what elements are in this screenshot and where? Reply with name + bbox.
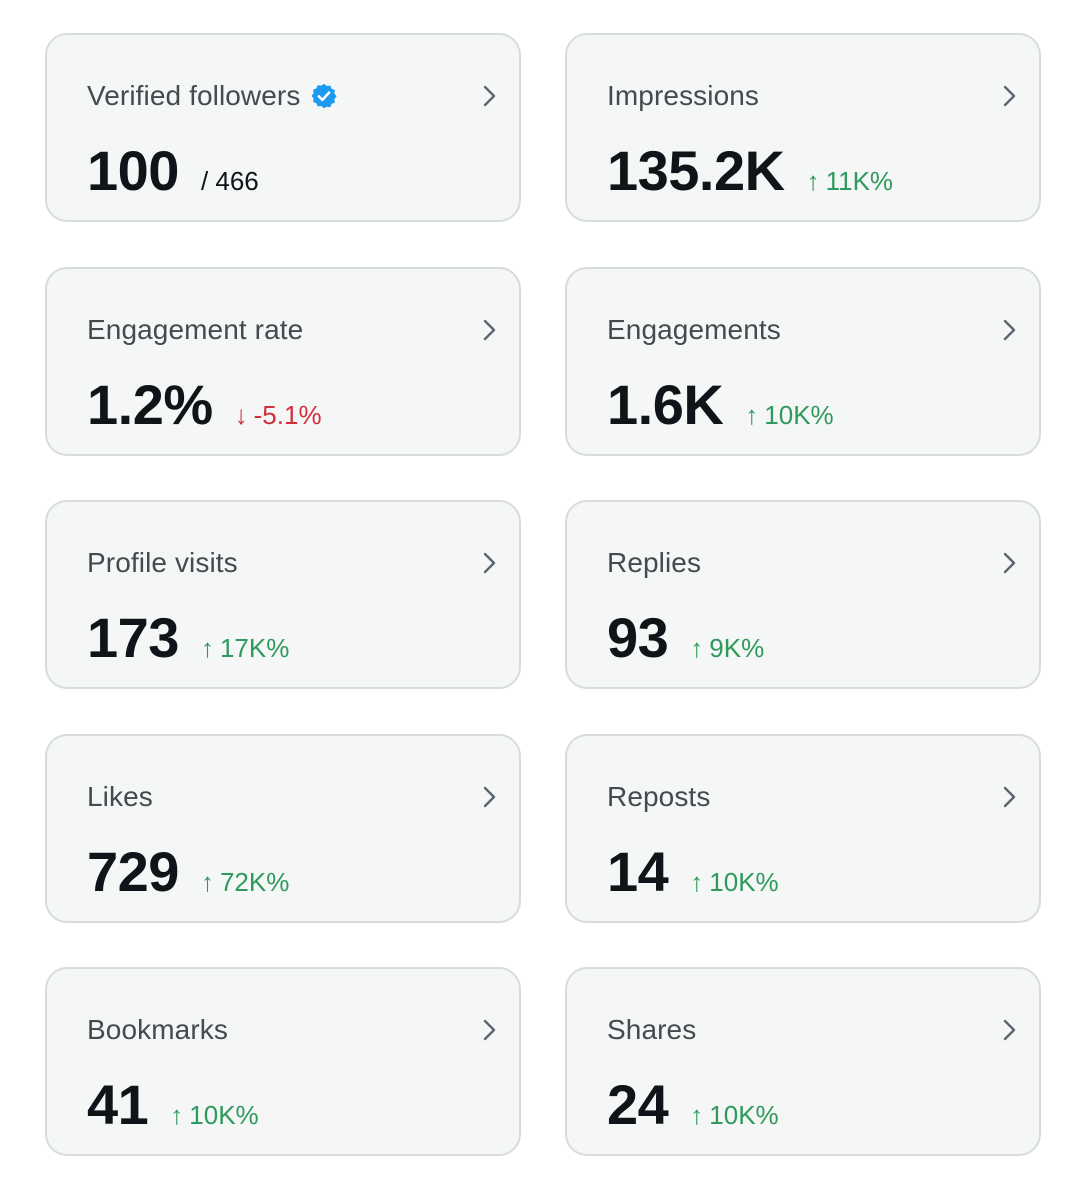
metric-change: ↑ 11K% [807, 166, 893, 197]
metric-change: ↑ 10K% [745, 400, 833, 431]
metric-card-engagement-rate[interactable]: Engagement rate 1.2% ↓ -5.1% [45, 267, 521, 456]
metric-value: 1.2% [87, 373, 213, 436]
metric-change-value: 17K% [219, 633, 290, 663]
metric-change: ↑ 10K% [690, 1100, 778, 1131]
arrow-up-icon: ↑ [690, 1100, 704, 1130]
metric-label: Likes [87, 781, 153, 812]
metric-value: 729 [87, 840, 179, 903]
metric-change: ↑ 9K% [690, 633, 764, 664]
chevron-right-icon [483, 552, 496, 574]
metric-change-value: -5.1% [253, 400, 322, 430]
metric-change-value: 11K% [825, 166, 894, 196]
metric-value: 135.2K [607, 139, 785, 202]
metric-label: Profile visits [87, 547, 238, 578]
metric-change-value: 10K% [189, 1100, 259, 1130]
metric-card-replies[interactable]: Replies 93 ↑ 9K% [565, 500, 1041, 689]
metric-value: 93 [607, 606, 669, 669]
metric-change: ↓ -5.1% [235, 400, 322, 431]
metric-card-verified-followers[interactable]: Verified followers 100 / 466 [45, 33, 521, 222]
metric-label: Engagement rate [87, 314, 304, 345]
metric-change-value: 10K% [764, 400, 834, 430]
metric-card-likes[interactable]: Likes 729 ↑ 72K% [45, 734, 521, 923]
metric-label: Engagements [607, 314, 781, 345]
metric-change-value: 10K% [709, 1100, 779, 1130]
metric-change-value: 9K% [709, 633, 765, 663]
metric-label: Impressions [607, 80, 760, 111]
arrow-up-icon: ↑ [170, 1100, 184, 1130]
metric-label: Verified followers [87, 80, 301, 111]
metric-change: ↑ 10K% [170, 1100, 258, 1131]
metric-value: 14 [607, 840, 669, 903]
metric-card-shares[interactable]: Shares 24 ↑ 10K% [565, 967, 1041, 1156]
metric-label: Reposts [607, 781, 711, 812]
arrow-down-icon: ↓ [234, 400, 248, 430]
metric-value: 100 [87, 139, 179, 202]
arrow-up-icon: ↑ [690, 867, 704, 897]
chevron-right-icon [1003, 319, 1016, 341]
chevron-right-icon [483, 1019, 496, 1041]
metric-value: 24 [607, 1073, 669, 1136]
metric-value: 41 [87, 1073, 149, 1136]
metric-value: 1.6K [607, 373, 724, 436]
metric-label: Replies [607, 547, 702, 578]
chevron-right-icon [483, 85, 496, 107]
metric-label: Shares [607, 1014, 697, 1045]
chevron-right-icon [1003, 1019, 1016, 1041]
metric-card-engagements[interactable]: Engagements 1.6K ↑ 10K% [565, 267, 1041, 456]
metric-change: ↑ 72K% [201, 867, 289, 898]
arrow-up-icon: ↑ [200, 633, 214, 663]
arrow-up-icon: ↑ [690, 633, 704, 663]
chevron-right-icon [1003, 85, 1016, 107]
metric-change: ↑ 10K% [690, 867, 778, 898]
chevron-right-icon [483, 786, 496, 808]
metric-change: ↑ 17K% [201, 633, 289, 664]
metric-label: Bookmarks [87, 1014, 228, 1045]
metric-change-value: 10K% [709, 867, 779, 897]
arrow-up-icon: ↑ [200, 867, 214, 897]
metric-total: / 466 [200, 166, 259, 196]
arrow-up-icon: ↑ [806, 166, 820, 196]
metric-card-impressions[interactable]: Impressions 135.2K ↑ 11K% [565, 33, 1041, 222]
chevron-right-icon [1003, 786, 1016, 808]
metric-change-value: 72K% [219, 867, 290, 897]
metric-card-bookmarks[interactable]: Bookmarks 41 ↑ 10K% [45, 967, 521, 1156]
arrow-up-icon: ↑ [745, 400, 759, 430]
metric-card-profile-visits[interactable]: Profile visits 173 ↑ 17K% [45, 500, 521, 689]
chevron-right-icon [1003, 552, 1016, 574]
metric-value: 173 [87, 606, 179, 669]
metric-card-reposts[interactable]: Reposts 14 ↑ 10K% [565, 734, 1041, 923]
verified-badge-icon [310, 82, 338, 110]
chevron-right-icon [483, 319, 496, 341]
